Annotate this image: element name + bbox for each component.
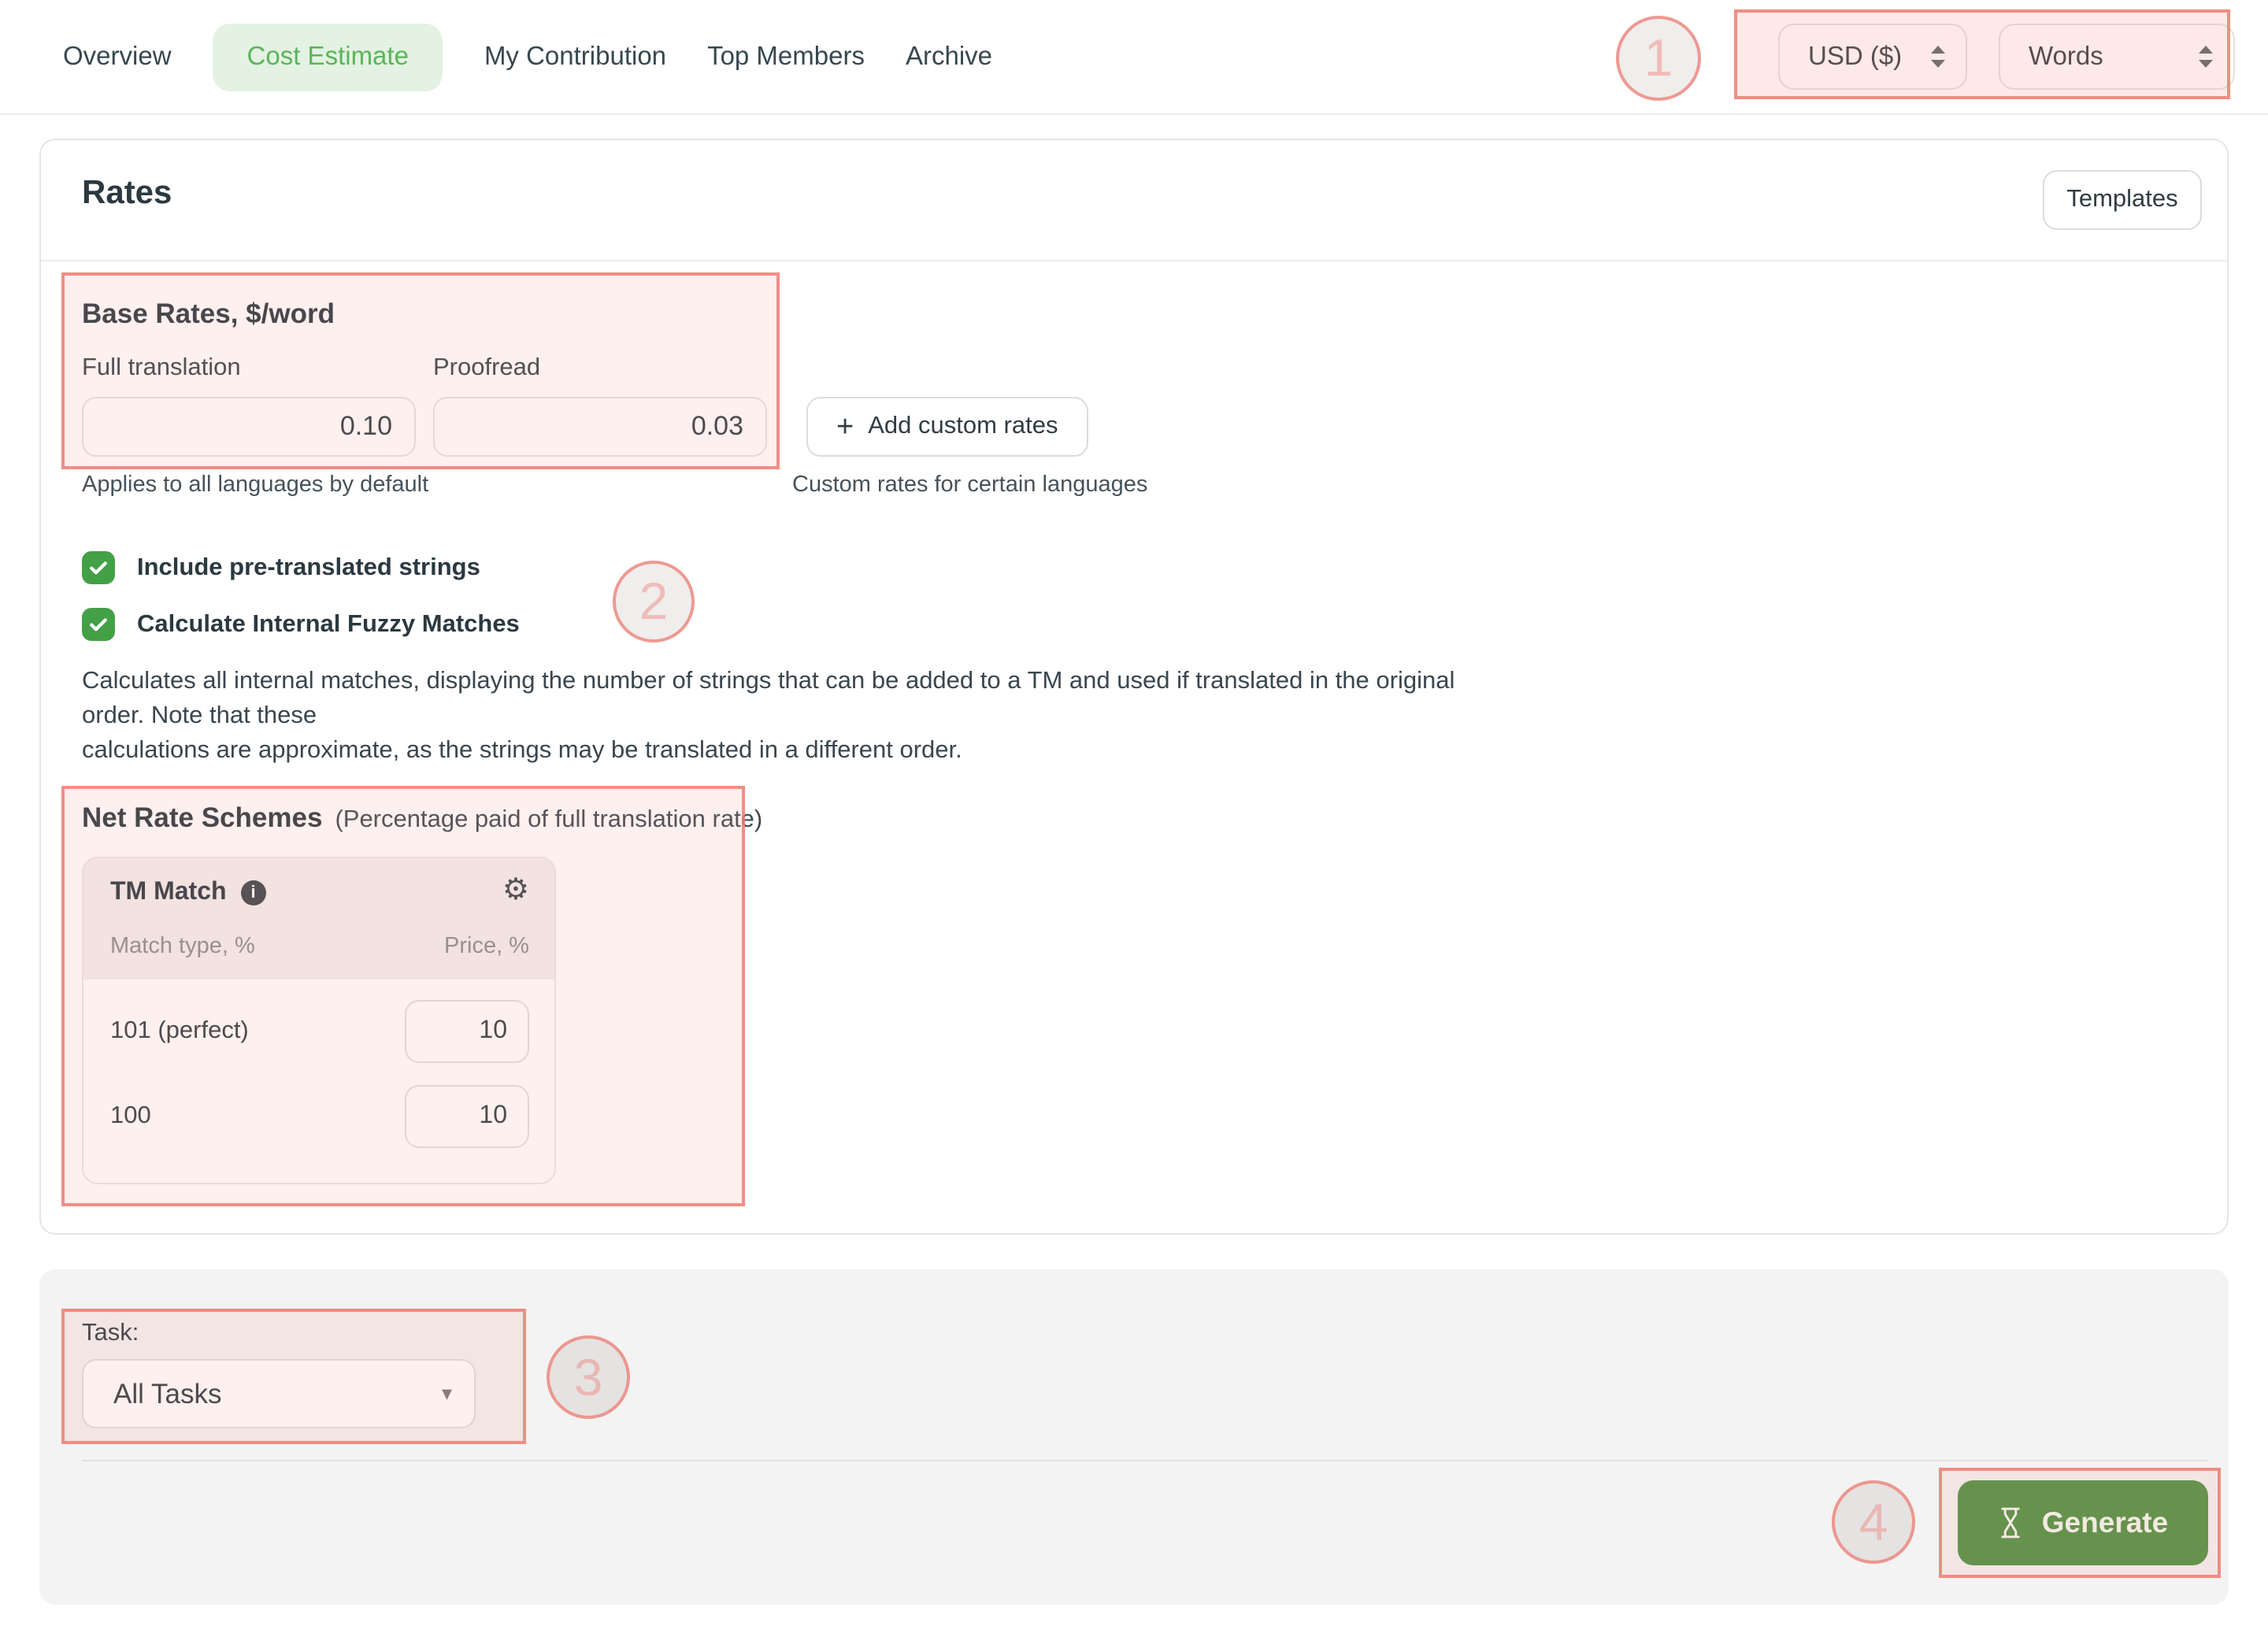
tm-row-101-label: 101 (perfect) — [110, 1017, 249, 1044]
tm-match-title-row: TM Match i — [110, 879, 266, 907]
generate-section: Task: All Tasks ▾ Generate — [39, 1269, 2229, 1605]
templates-button[interactable]: Templates — [2043, 170, 2202, 230]
add-custom-rates-button[interactable]: + Add custom rates — [806, 397, 1088, 457]
checkmark-icon — [90, 561, 107, 575]
fuzzy-description: Calculates all internal matches, display… — [82, 668, 1455, 764]
add-custom-rates-label: Add custom rates — [868, 413, 1058, 439]
tm-match-header: TM Match i ⚙ Match type, % Price, % — [83, 858, 554, 980]
net-rate-schemes-subtitle: (Percentage paid of full translation rat… — [335, 806, 763, 833]
full-translation-rate-input[interactable] — [82, 397, 416, 457]
card-header-divider — [41, 260, 2227, 261]
pretranslated-checkbox-label: Include pre-translated strings — [137, 554, 480, 580]
task-select[interactable]: All Tasks ▾ — [82, 1359, 476, 1428]
custom-rates-helper: Custom rates for certain languages — [792, 472, 1148, 498]
full-translation-label: Full translation — [82, 354, 241, 381]
tab-overview[interactable]: Overview — [63, 42, 172, 70]
sort-arrows-icon — [1931, 46, 1945, 68]
pretranslated-checkbox-row: Include pre-translated strings — [82, 551, 480, 584]
generate-button-label: Generate — [2041, 1506, 2169, 1539]
unit-select[interactable]: Words — [1999, 24, 2235, 90]
fuzzy-checkbox-row: Calculate Internal Fuzzy Matches — [82, 608, 520, 641]
currency-select-value: USD ($) — [1808, 42, 1903, 70]
proofread-label: Proofread — [433, 354, 541, 381]
unit-select-value: Words — [2029, 42, 2103, 70]
plus-icon: + — [836, 410, 854, 443]
tm-match-title: TM Match — [110, 879, 227, 906]
base-rates-helper: Applies to all languages by default — [82, 472, 429, 498]
task-select-value: All Tasks — [113, 1377, 222, 1409]
gear-icon[interactable]: ⚙ — [502, 872, 529, 907]
checkmark-icon — [90, 618, 107, 631]
rates-card-title: Rates — [82, 175, 172, 211]
tm-row-101-price-input[interactable] — [405, 1000, 529, 1063]
fuzzy-checkbox-label: Calculate Internal Fuzzy Matches — [137, 610, 520, 637]
task-label: Task: — [82, 1320, 139, 1346]
fuzzy-checkbox[interactable] — [82, 608, 115, 641]
tm-row-100-price-input[interactable] — [405, 1085, 529, 1148]
price-column-header: Price, % — [444, 934, 529, 959]
tm-match-card: TM Match i ⚙ Match type, % Price, % 101 … — [82, 857, 556, 1184]
chevron-down-icon: ▾ — [441, 1382, 452, 1406]
tab-my-contribution[interactable]: My Contribution — [484, 42, 667, 70]
top-navigation: Overview Cost Estimate My Contribution T… — [0, 0, 2268, 115]
hourglass-icon — [2002, 1507, 2021, 1539]
net-rate-schemes-header: Net Rate Schemes (Percentage paid of ful… — [82, 802, 762, 835]
base-rates-title: Base Rates, $/word — [82, 298, 335, 329]
currency-select[interactable]: USD ($) — [1778, 24, 1967, 90]
footer-divider — [82, 1460, 2208, 1461]
tm-row-100-label: 100 — [110, 1102, 151, 1129]
tab-archive[interactable]: Archive — [905, 42, 993, 70]
pretranslated-checkbox[interactable] — [82, 551, 115, 584]
info-icon[interactable]: i — [240, 880, 266, 906]
tab-cost-estimate[interactable]: Cost Estimate — [212, 23, 443, 91]
net-rate-schemes-title: Net Rate Schemes — [82, 802, 323, 833]
tab-bar: Overview Cost Estimate My Contribution T… — [63, 0, 992, 113]
proofread-rate-input[interactable] — [433, 397, 767, 457]
rates-card: Rates Templates Base Rates, $/word Full … — [39, 139, 2229, 1235]
sort-arrows-icon — [2199, 46, 2213, 68]
match-type-column-header: Match type, % — [110, 934, 255, 959]
nav-controls: USD ($) Words — [1778, 24, 2235, 90]
generate-button[interactable]: Generate — [1958, 1480, 2208, 1565]
tab-top-members[interactable]: Top Members — [707, 42, 865, 70]
